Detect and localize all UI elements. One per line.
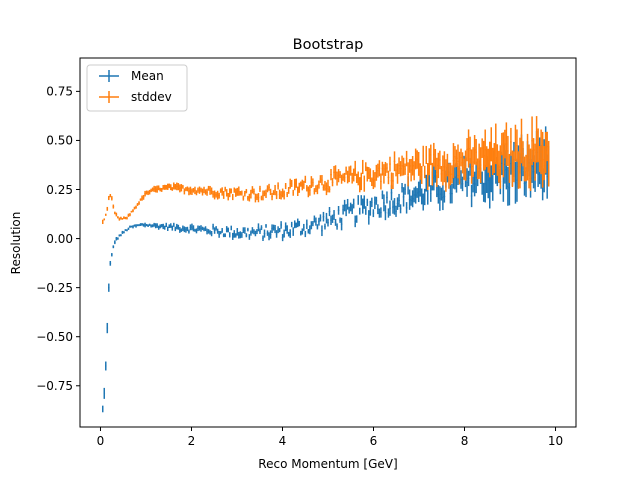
- legend-marker-mean: [99, 70, 119, 82]
- y-tick-label: −0.75: [36, 379, 73, 393]
- legend-label-mean: Mean: [131, 69, 164, 83]
- plot-frame: [79, 57, 577, 428]
- y-tick-label: 0.50: [46, 134, 73, 148]
- x-axis: 0 2 4 6 8 10: [97, 427, 563, 448]
- x-tick-label: 6: [370, 434, 378, 448]
- y-tick-label: 0.00: [46, 232, 73, 246]
- legend-label-stddev: stddev: [131, 90, 172, 104]
- series-layer: [101, 116, 550, 413]
- legend: Mean stddev: [86, 64, 188, 112]
- x-tick-label: 4: [279, 434, 287, 448]
- legend-marker-stddev: [99, 91, 119, 103]
- y-tick-label: 0.75: [46, 85, 73, 99]
- y-axis-label: Resolution: [9, 212, 23, 275]
- x-tick-label: 8: [461, 434, 469, 448]
- y-tick-label: 0.25: [46, 183, 73, 197]
- x-axis-label: Reco Momentum [GeV]: [258, 457, 397, 471]
- series-stddev: [101, 116, 550, 225]
- y-tick-label: −0.25: [36, 281, 73, 295]
- x-tick-label: 2: [188, 434, 196, 448]
- y-tick-label: −0.50: [36, 330, 73, 344]
- chart-title: Bootstrap: [293, 37, 364, 53]
- x-tick-label: 10: [548, 434, 563, 448]
- y-axis: −0.75 −0.50 −0.25 0.00 0.25 0.50 0.75: [36, 85, 80, 393]
- x-tick-label: 0: [97, 434, 105, 448]
